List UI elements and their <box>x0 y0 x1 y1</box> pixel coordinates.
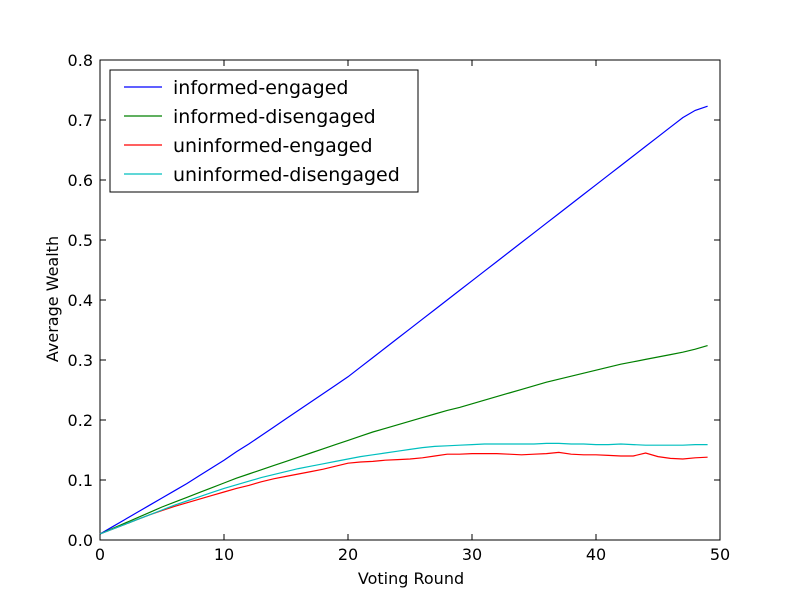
x-tick-label: 40 <box>586 545 606 564</box>
y-tick-label: 0.1 <box>68 471 93 490</box>
x-tick-label: 10 <box>214 545 234 564</box>
series-group <box>99 105 708 535</box>
y-tick-label: 0.7 <box>68 111 93 130</box>
axis-ticks: 0 10 20 30 40 50 0.0 0.1 0.2 0.3 0.4 0.5 0.6 0.7 0.8 <box>68 51 731 564</box>
x-tick-label: 0 <box>95 545 105 564</box>
series-line-informed-disengaged <box>99 345 708 535</box>
y-tick-label: 0.6 <box>68 171 93 190</box>
legend: informed-engaged informed-disengaged uninf… <box>109 69 419 193</box>
x-tick-label: 30 <box>462 545 482 564</box>
y-axis-label: Average Wealth <box>43 236 62 362</box>
series-line-uninformed-engaged <box>99 451 708 535</box>
y-tick-label: 0.8 <box>68 51 93 70</box>
x-axis-label: Voting Round <box>358 569 464 588</box>
y-tick-label: 0.5 <box>68 231 93 250</box>
legend-label-informed-engaged: informed-engaged <box>173 77 348 99</box>
series-line-uninformed-disengaged <box>99 442 708 535</box>
y-tick-label: 0.0 <box>68 531 93 550</box>
legend-label-uninformed-engaged: uninformed-engaged <box>173 135 373 157</box>
y-tick-label: 0.4 <box>68 291 93 310</box>
x-tick-label: 50 <box>710 545 730 564</box>
y-tick-label: 0.3 <box>68 351 93 370</box>
legend-box <box>109 69 419 193</box>
axis-labels: Voting Round Average Wealth <box>43 236 464 588</box>
legend-label-uninformed-disengaged: uninformed-disengaged <box>173 164 400 186</box>
y-tick-label: 0.2 <box>68 411 93 430</box>
series-line-informed-engaged <box>99 105 708 535</box>
legend-label-informed-disengaged: informed-disengaged <box>173 106 376 128</box>
x-tick-label: 20 <box>338 545 358 564</box>
